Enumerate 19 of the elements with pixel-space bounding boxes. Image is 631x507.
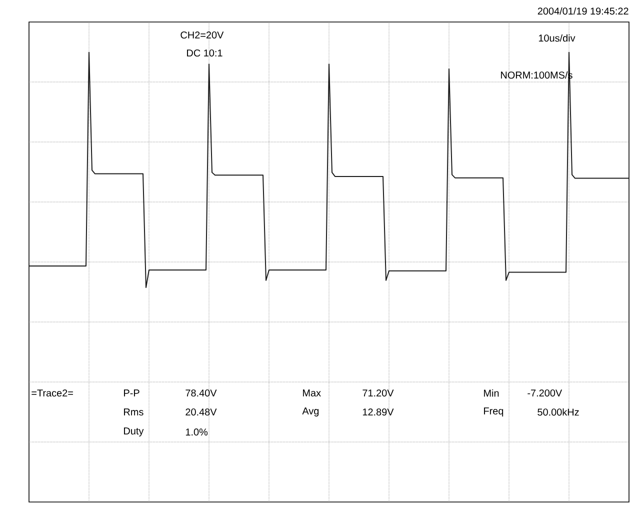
annotation: =Trace2= [32, 389, 73, 397]
annotation: Max [303, 390, 321, 396]
annotation: Duty [124, 428, 144, 436]
annotation: 1.0% [186, 428, 208, 436]
annotation: P-P [124, 390, 140, 396]
annotation: Rms [124, 408, 144, 416]
text: CH2=20V [180, 31, 224, 39]
annotation: Freq [484, 408, 504, 416]
annotation: Min [484, 389, 499, 397]
annotation: 50.00kHz [538, 408, 579, 416]
annotation: 12.89V [362, 408, 394, 416]
annotation: Avg [302, 408, 319, 416]
text: 10us/div [538, 34, 576, 42]
annotation: 71.20V [362, 389, 394, 397]
text: 2004/01/19 19:45:22 [538, 7, 628, 15]
annotation: 78.40V [186, 389, 217, 397]
annotation: 20.48V [186, 408, 217, 416]
annotation: DC 10:1 [187, 49, 222, 57]
annotation: -7.200V [528, 389, 562, 397]
